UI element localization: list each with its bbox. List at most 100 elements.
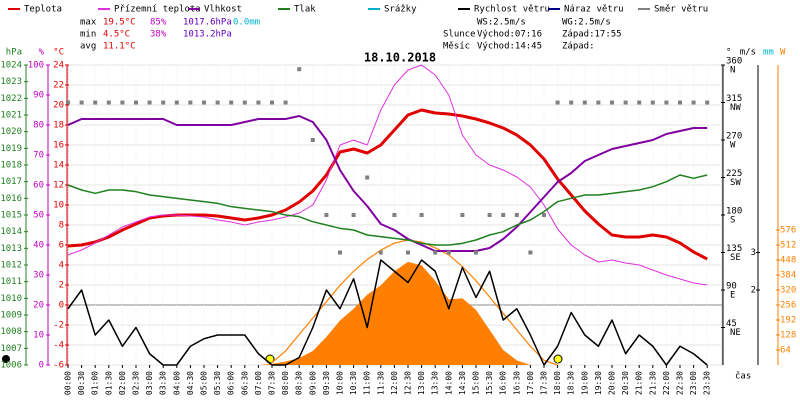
solar-area (68, 261, 708, 365)
direction-point (637, 100, 642, 105)
y-tick-label: 512 (780, 241, 796, 251)
info: Východ:14:45 (477, 42, 542, 52)
direction-point (351, 213, 356, 217)
y-tick-label: 1020 (0, 127, 22, 137)
stat: 11.1°C (103, 42, 136, 52)
y-tick-label: 100 (28, 61, 44, 71)
series-line (67, 174, 708, 246)
y-tick-label: 1014 (0, 227, 22, 237)
y-tick-label: 20 (33, 301, 44, 311)
y-tick-label: NE (730, 328, 741, 338)
direction-point (310, 138, 315, 142)
y-tick-label: 448 (780, 256, 796, 266)
y-tick-label: 3 (751, 248, 756, 258)
stat: 85% (150, 18, 167, 28)
y-tick-label: 64 (780, 346, 791, 356)
x-tick-label: 08:00 (281, 371, 290, 395)
axis-unit: % (39, 48, 45, 58)
x-tick-label: 00:30 (77, 371, 86, 395)
axis-unit: m/s (740, 48, 756, 58)
direction-point (542, 213, 546, 217)
y-tick-label: 1024 (0, 61, 22, 71)
y-tick-label: S (730, 216, 735, 226)
direction-point (528, 250, 533, 255)
stat: min (80, 30, 96, 40)
y-tick-label: 1010 (0, 294, 22, 304)
x-tick-label: 11:30 (376, 371, 385, 395)
direction-point (106, 100, 111, 105)
stat: 0.0mm (233, 18, 260, 28)
x-tick-label: 09:30 (322, 371, 331, 395)
y-tick-label: 10 (33, 331, 44, 341)
y-tick-label: 90 (726, 282, 737, 292)
y-tick-label: 70 (33, 151, 44, 161)
y-tick-label: 6 (59, 241, 64, 251)
direction-point (283, 100, 288, 105)
x-tick-label: 16:30 (512, 371, 521, 395)
stat: 1013.2hPa (183, 30, 232, 40)
x-tick-label: 06:00 (227, 371, 236, 395)
y-tick-label: 180 (726, 207, 742, 217)
info: WG:2.5m/s (562, 18, 611, 28)
y-tick-label: 45 (726, 319, 737, 329)
stat: 4.5°C (103, 30, 130, 40)
y-tick-label: 1008 (0, 327, 22, 337)
x-tick-label: 10:30 (349, 371, 358, 395)
direction-point (79, 100, 84, 105)
y-tick-label: 50 (33, 211, 44, 221)
direction-point (474, 250, 478, 255)
axis-unit: hPa (6, 48, 22, 58)
legend-label: Tlak (294, 5, 316, 15)
series-line (67, 64, 708, 286)
x-tick-label: 03:30 (159, 371, 168, 395)
y-tick-label: 24 (53, 61, 64, 71)
y-tick-label: 1013 (0, 244, 22, 254)
stat: 1017.6hPa (183, 18, 232, 28)
x-tick-label: 00:00 (64, 371, 73, 395)
x-tick-label: 13:00 (417, 371, 426, 395)
direction-point (446, 250, 451, 255)
y-tick-label: 384 (780, 271, 796, 281)
x-tick-label: 08:30 (295, 371, 304, 395)
y-tick-label: NW (730, 103, 741, 113)
x-tick-label: 15:30 (485, 371, 494, 395)
legend-label: Přízemní teplota (114, 5, 201, 15)
y-tick-label: 192 (780, 316, 796, 326)
axis-unit: mm (763, 48, 774, 58)
stat: max (80, 18, 97, 28)
direction-point (501, 213, 506, 217)
info: Měsíc (443, 42, 470, 52)
y-tick-label: 270 (726, 132, 742, 142)
direction-point (378, 250, 383, 255)
x-tick-label: 23:00 (689, 371, 698, 395)
y-tick-label: 12 (53, 181, 64, 191)
direction-point (147, 100, 152, 105)
x-tick-label: 11:00 (363, 371, 372, 395)
y-tick-label: 1022 (0, 94, 22, 104)
direction-point (66, 100, 70, 105)
y-tick-label: N (730, 66, 735, 76)
x-tick-label: 07:30 (268, 371, 277, 395)
x-tick-label: 23:30 (703, 371, 712, 395)
y-tick-label: 90 (33, 91, 44, 101)
y-tick-label: 40 (33, 241, 44, 251)
direction-point (365, 175, 370, 180)
direction-point (174, 100, 179, 105)
series-line (67, 259, 708, 366)
direction-point (134, 100, 138, 105)
x-tick-label: 21:30 (648, 371, 657, 395)
y-tick-label: 1021 (0, 111, 22, 121)
x-tick-label: 02:30 (132, 371, 141, 395)
x-tick-label: 10:00 (336, 371, 345, 395)
direction-point (229, 100, 234, 105)
y-tick-label: -4 (53, 341, 64, 351)
x-tick-label: 12:30 (404, 371, 413, 395)
direction-point (188, 100, 193, 105)
x-tick-label: 15:00 (472, 371, 481, 395)
y-tick-label: 30 (33, 271, 44, 281)
x-tick-label: 22:00 (662, 371, 671, 395)
y-tick-label: 60 (33, 181, 44, 191)
x-tick-label: 22:30 (676, 371, 685, 395)
y-tick-label: 8 (59, 221, 64, 231)
